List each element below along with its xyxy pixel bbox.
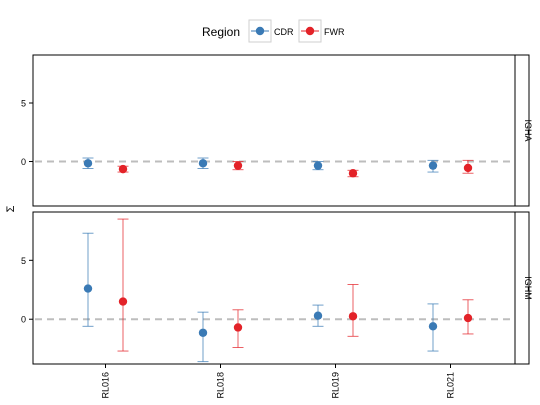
point-estimate bbox=[428, 322, 438, 331]
legend-entry-fwr: FWR bbox=[298, 19, 345, 43]
data-point-fwr-rl018 bbox=[232, 309, 244, 348]
x-tick-label: RL016 bbox=[101, 372, 111, 399]
point-estimate bbox=[348, 312, 358, 321]
point-estimate bbox=[348, 169, 358, 178]
data-point-fwr-rl021 bbox=[462, 299, 474, 335]
facet-strip bbox=[514, 54, 530, 207]
point-estimate bbox=[198, 328, 208, 337]
point-estimate bbox=[313, 161, 323, 170]
data-point-cdr-rl019 bbox=[312, 161, 324, 171]
legend-entry-cdr: CDR bbox=[248, 19, 294, 43]
x-axis: RL016 RL018 RL019 RL021 bbox=[101, 364, 456, 399]
data-point-cdr-rl016 bbox=[82, 232, 94, 327]
point-estimate bbox=[198, 159, 208, 168]
legend: Region CDR FWR bbox=[202, 19, 345, 43]
point-estimate bbox=[463, 313, 473, 323]
x-tick-label: RL021 bbox=[446, 372, 456, 399]
point-estimate bbox=[83, 284, 93, 293]
point-estimate bbox=[428, 161, 438, 170]
legend-label-fwr: FWR bbox=[324, 27, 345, 37]
data-point-cdr-rl018 bbox=[197, 157, 209, 169]
facet-label: IGHA bbox=[523, 119, 533, 141]
point-estimate bbox=[83, 159, 93, 168]
data-point-fwr-rl018 bbox=[232, 161, 244, 171]
point-estimate bbox=[463, 163, 473, 173]
data-point-cdr-rl016 bbox=[82, 157, 94, 169]
panel-frame bbox=[32, 211, 516, 365]
data-point-cdr-rl021 bbox=[427, 303, 439, 352]
data-point-fwr-rl019 bbox=[347, 169, 359, 178]
panel-frame bbox=[32, 54, 516, 207]
y-axis-title: Σ bbox=[5, 205, 17, 212]
legend-label-cdr: CDR bbox=[274, 27, 294, 37]
data-point-cdr-rl018 bbox=[197, 311, 209, 363]
point-estimate bbox=[233, 161, 243, 170]
x-tick-label: RL019 bbox=[331, 372, 341, 399]
panel-ighm: IGHM 0 5 bbox=[21, 211, 533, 365]
panel-igha: IGHA 0 5 bbox=[21, 54, 533, 207]
facet-strip bbox=[514, 211, 530, 365]
data-point-fwr-rl021 bbox=[462, 159, 474, 174]
x-tick-label: RL018 bbox=[216, 372, 226, 399]
y-tick-label: 5 bbox=[21, 98, 26, 108]
data-point-fwr-rl019 bbox=[347, 284, 359, 337]
point-estimate bbox=[118, 164, 128, 174]
point-estimate bbox=[118, 297, 128, 306]
legend-key-point bbox=[255, 26, 265, 36]
y-tick-label: 0 bbox=[21, 157, 26, 167]
point-estimate bbox=[313, 311, 323, 320]
facet-label: IGHM bbox=[523, 276, 533, 300]
data-point-fwr-rl016 bbox=[117, 218, 129, 352]
y-tick-label: 0 bbox=[21, 315, 26, 325]
y-tick-label: 5 bbox=[21, 256, 26, 266]
data-point-cdr-rl019 bbox=[312, 304, 324, 327]
legend-key-point bbox=[305, 26, 315, 36]
point-estimate bbox=[233, 323, 243, 332]
data-point-cdr-rl021 bbox=[427, 159, 439, 173]
data-point-fwr-rl016 bbox=[117, 164, 129, 174]
legend-title: Region bbox=[202, 25, 240, 39]
